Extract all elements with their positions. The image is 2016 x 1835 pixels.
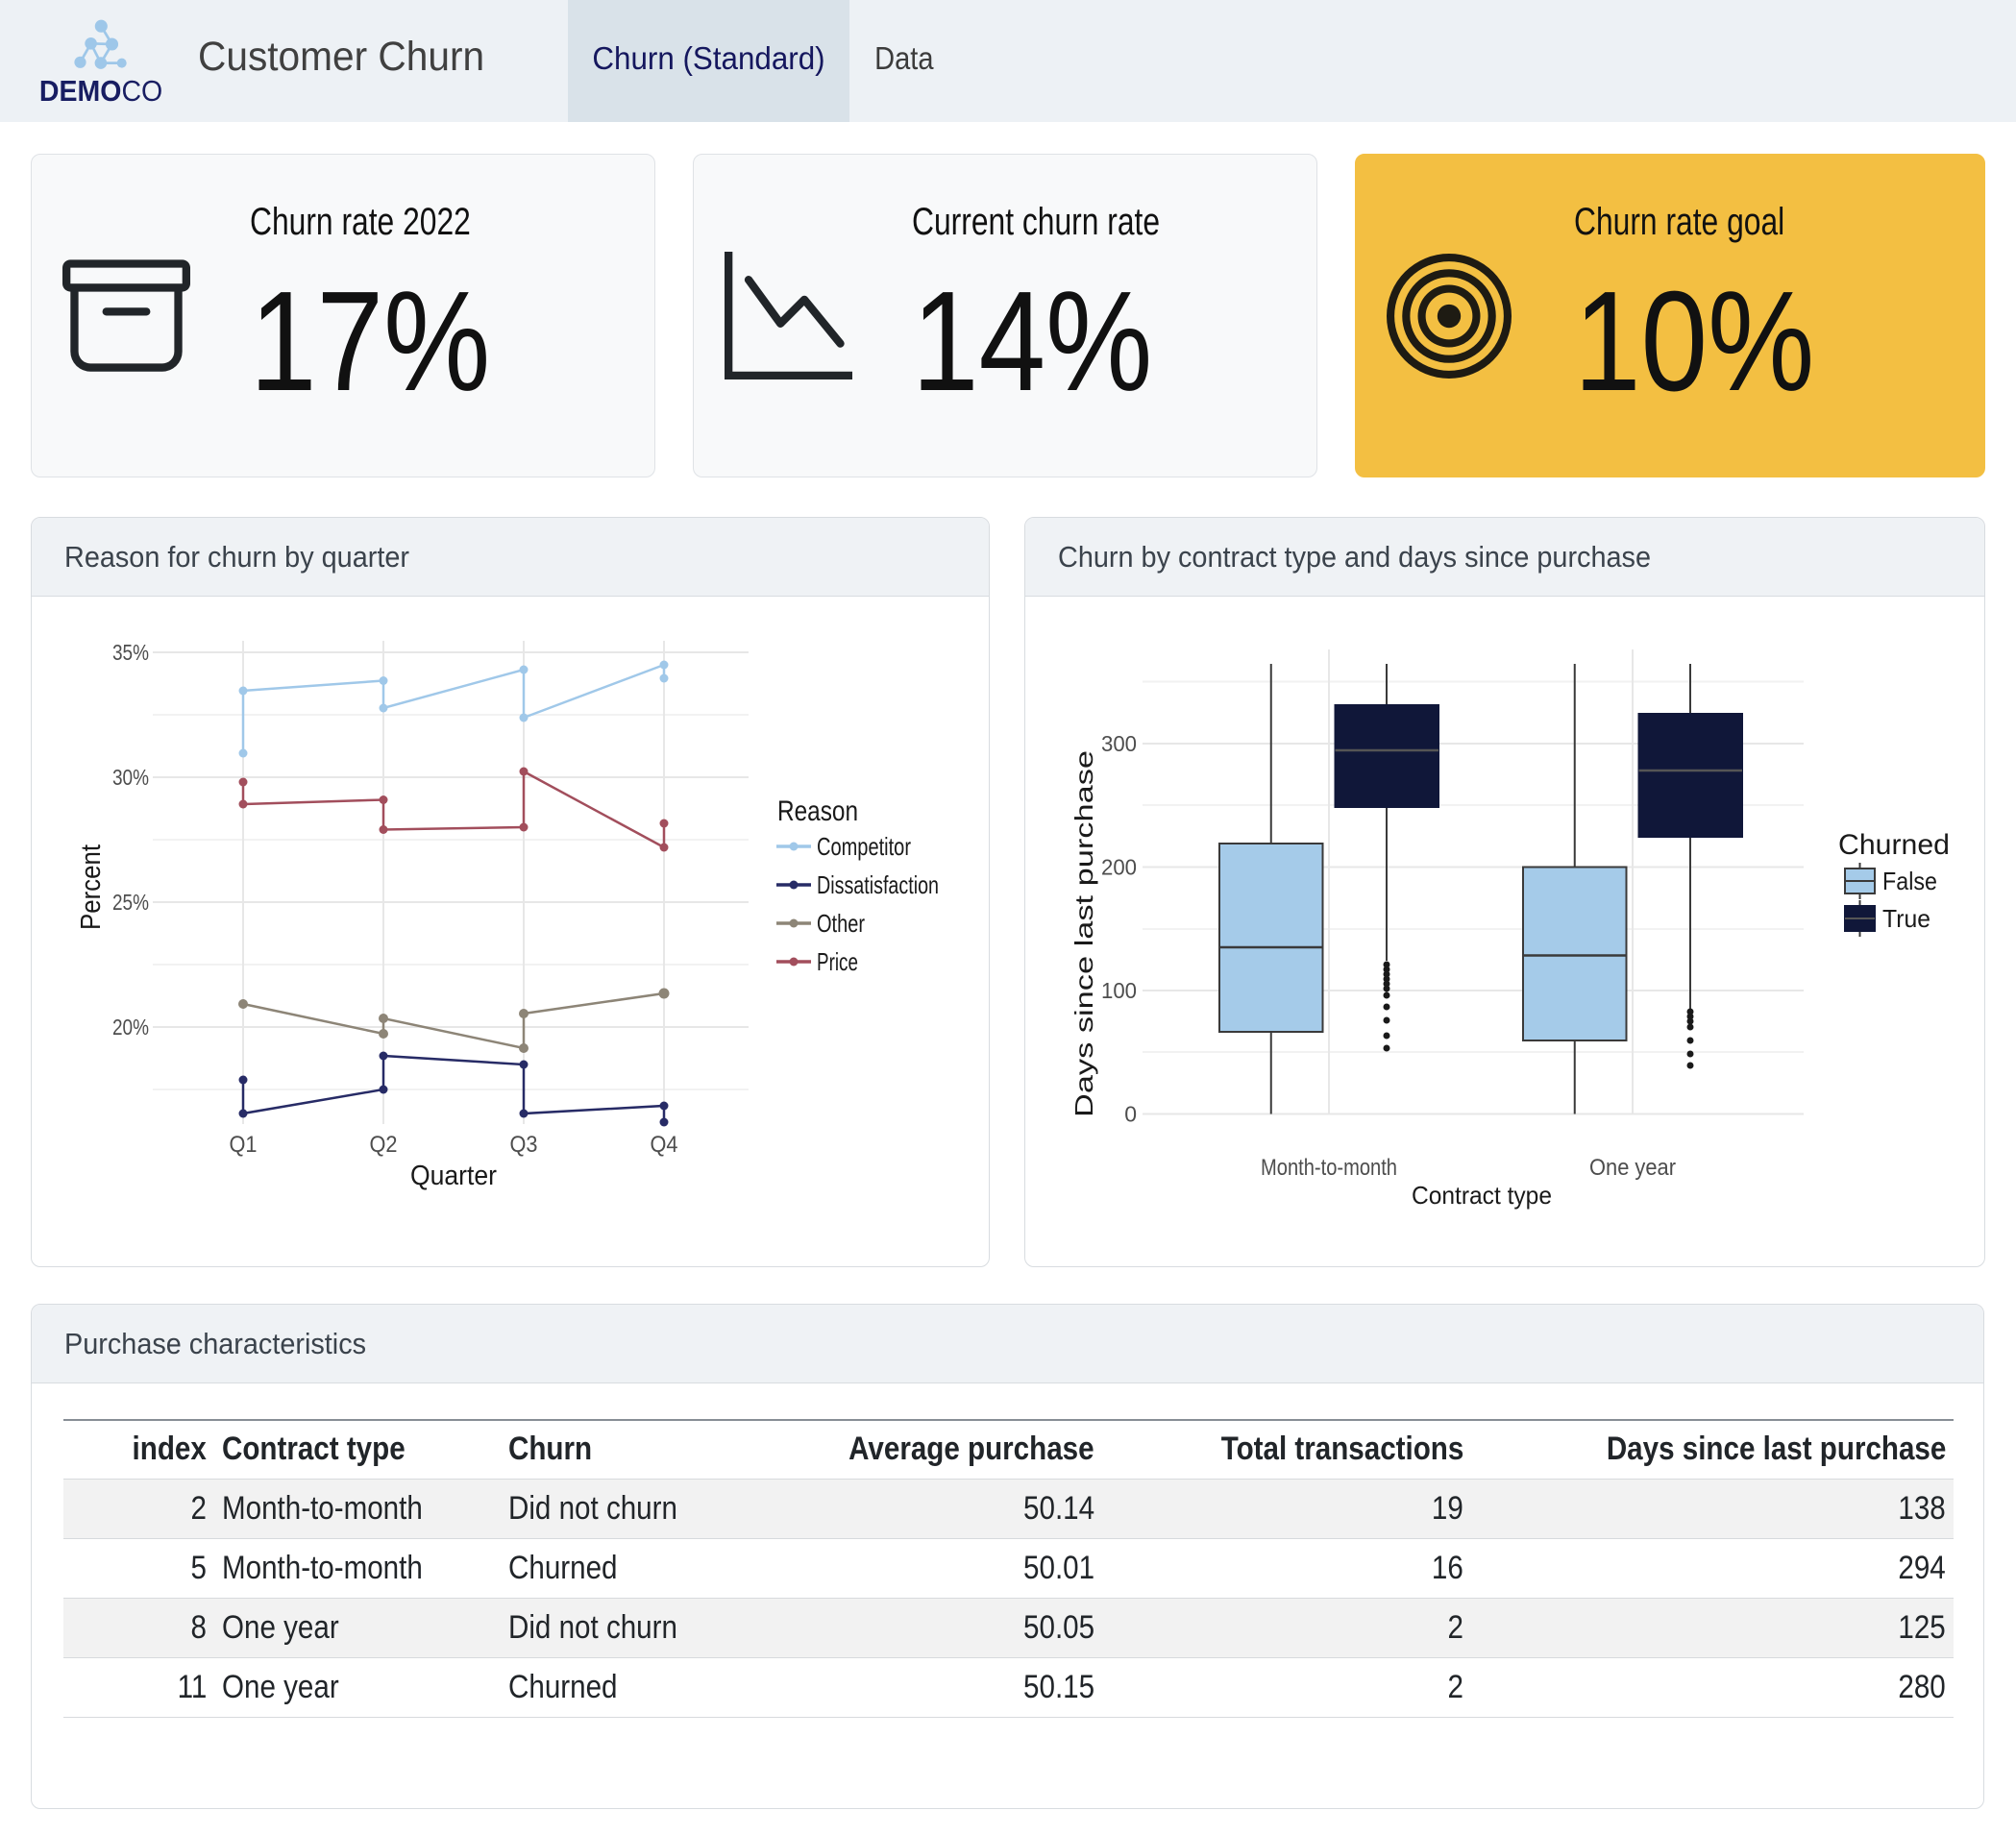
- svg-text:Reason: Reason: [777, 795, 858, 827]
- svg-text:Percent: Percent: [76, 844, 107, 930]
- svg-text:100: 100: [1101, 978, 1137, 1003]
- svg-text:Other: Other: [817, 909, 865, 938]
- svg-text:Price: Price: [817, 947, 858, 976]
- svg-text:30%: 30%: [112, 765, 149, 790]
- svg-text:Quarter: Quarter: [410, 1161, 497, 1191]
- svg-text:25%: 25%: [112, 890, 149, 915]
- svg-text:Q4: Q4: [651, 1132, 678, 1158]
- svg-text:200: 200: [1101, 855, 1137, 880]
- svg-text:Q1: Q1: [230, 1132, 258, 1158]
- svg-text:20%: 20%: [112, 1015, 149, 1040]
- svg-text:0: 0: [1124, 1102, 1137, 1127]
- svg-text:Q3: Q3: [510, 1132, 538, 1158]
- svg-text:Month-to-month: Month-to-month: [1261, 1155, 1397, 1181]
- svg-text:Churned: Churned: [1838, 829, 1950, 861]
- svg-text:Dissatisfaction: Dissatisfaction: [817, 870, 939, 899]
- svg-text:35%: 35%: [112, 640, 149, 665]
- svg-text:Days since last purchase: Days since last purchase: [1069, 750, 1098, 1117]
- svg-text:Q2: Q2: [370, 1132, 398, 1158]
- svg-text:False: False: [1882, 867, 1937, 895]
- svg-text:Competitor: Competitor: [817, 832, 911, 861]
- svg-text:True: True: [1882, 904, 1930, 933]
- svg-text:One year: One year: [1589, 1155, 1676, 1181]
- svg-text:300: 300: [1101, 731, 1137, 756]
- svg-text:Contract type: Contract type: [1412, 1181, 1552, 1210]
